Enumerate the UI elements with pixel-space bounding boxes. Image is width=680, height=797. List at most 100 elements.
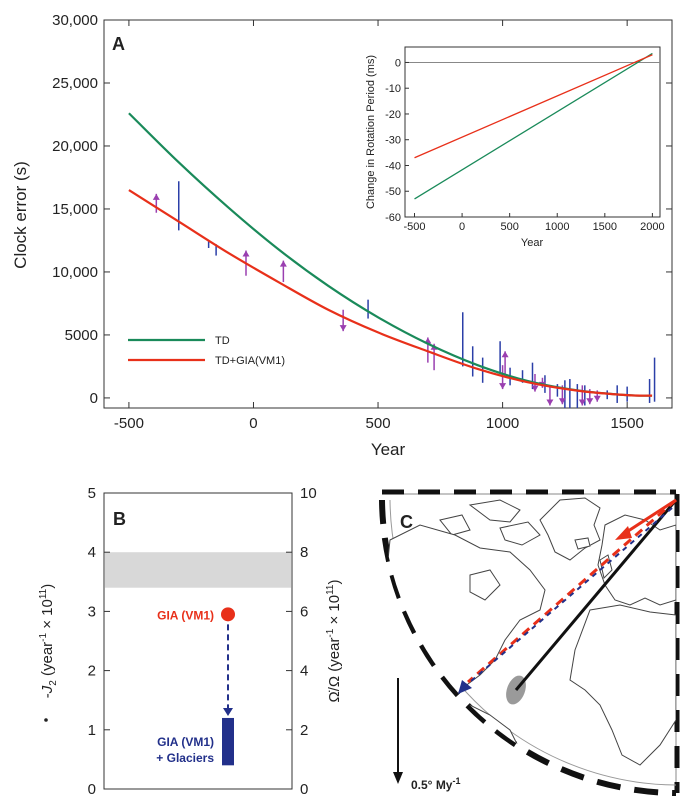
panel-b-ylabel-right: Ω̇/Ω (year-1 × 1011) bbox=[325, 579, 343, 702]
y-tick-label: 5000 bbox=[65, 327, 98, 344]
gia-glaciers-bar bbox=[222, 717, 234, 766]
inset-y-tick-label: 0 bbox=[395, 57, 401, 69]
africa bbox=[569, 604, 676, 766]
red-dashed-vector bbox=[467, 498, 677, 684]
inset-gia-line bbox=[414, 54, 653, 159]
b-ylabel-left-text: -J2 (year-1 × 1011) bbox=[38, 584, 59, 698]
red-vector-head bbox=[615, 526, 632, 540]
panel-a-arrows bbox=[152, 193, 601, 406]
y-tick-label: 0 bbox=[90, 390, 98, 407]
hudson-bay bbox=[469, 569, 501, 601]
scale-label: 0.5° My-1 bbox=[411, 776, 461, 792]
x-tick-label: 500 bbox=[366, 415, 391, 432]
y-tick-label: 10,000 bbox=[52, 264, 98, 281]
b-y-tick-right-label: 2 bbox=[300, 722, 308, 739]
scale-bar-head bbox=[393, 772, 403, 784]
legend-label: TD bbox=[215, 335, 230, 347]
red-vector bbox=[621, 498, 677, 537]
map-border-arc bbox=[379, 499, 677, 796]
inset-td-line bbox=[414, 52, 653, 200]
iceland bbox=[574, 537, 591, 550]
inset-xlabel: Year bbox=[521, 237, 544, 249]
panel-a-letter: A bbox=[112, 34, 125, 54]
y-tick-label: 25,000 bbox=[52, 75, 98, 92]
y-tick-label: 20,000 bbox=[52, 138, 98, 155]
panel-b-letter: B bbox=[113, 509, 126, 529]
b-y-tick-label: 1 bbox=[88, 722, 96, 739]
b-y-tick-label: 3 bbox=[88, 603, 96, 620]
j-dot bbox=[44, 718, 48, 722]
inset-x-tick-label: 0 bbox=[459, 221, 465, 233]
b-y-tick-label: 5 bbox=[88, 485, 96, 502]
limit-arrow-head bbox=[501, 351, 509, 358]
td-gia-line bbox=[128, 189, 653, 397]
limit-arrow-head bbox=[586, 398, 594, 405]
inset-x-tick-label: -500 bbox=[403, 221, 425, 233]
b-y-tick-right-label: 8 bbox=[300, 544, 308, 561]
panel-b: B 0 1 2 3 4 5 0 2 4 6 8 10 GIA (VM1) GIA (VM1) + Glac… bbox=[38, 485, 343, 797]
panel-a-ylabel: Clock error (s) bbox=[11, 161, 30, 269]
south-america bbox=[454, 704, 521, 793]
limit-arrow-head bbox=[578, 399, 586, 406]
limit-arrow-head bbox=[531, 385, 539, 392]
x-tick-label: 1000 bbox=[486, 415, 519, 432]
blue-dashed-vector-head bbox=[458, 680, 472, 694]
inset-lines bbox=[414, 52, 653, 200]
limit-arrow-head bbox=[546, 399, 554, 406]
limit-arrow-head bbox=[242, 250, 250, 257]
x-tick-label: -500 bbox=[114, 415, 144, 432]
inset: -500 0 500 1000 1500 2000-60-50-40-30-20-100 … bbox=[365, 46, 665, 249]
limit-arrow-head bbox=[558, 398, 566, 405]
panel-a-axes: -500 0 500 1000 15000500010,00015,00020,0002… bbox=[52, 12, 672, 432]
inset-x-tick-label: 500 bbox=[500, 221, 518, 233]
gia-point-label: GIA (VM1) bbox=[157, 608, 214, 622]
b-y-tick-right-label: 0 bbox=[300, 781, 308, 797]
panel-a-frame bbox=[103, 19, 673, 409]
panel-a-lines bbox=[128, 112, 653, 397]
panel-a-legend: TD TD+GIA(VM1) bbox=[128, 335, 285, 367]
limit-arrow-head bbox=[279, 260, 287, 267]
inset-y-tick-label: -30 bbox=[385, 135, 401, 147]
panel-b-axes: 0 1 2 3 4 5 0 2 4 6 8 10 bbox=[88, 485, 317, 797]
limit-arrow-head bbox=[499, 383, 507, 390]
observed-band bbox=[105, 552, 291, 588]
inset-y-tick-label: -10 bbox=[385, 83, 401, 95]
panel-b-frame bbox=[103, 492, 293, 790]
legend-label: TD+GIA(VM1) bbox=[215, 355, 285, 367]
y-tick-label: 15,000 bbox=[52, 201, 98, 218]
inset-y-tick-label: -40 bbox=[385, 160, 401, 172]
black-vector bbox=[514, 499, 678, 691]
b-y-tick-label: 0 bbox=[88, 781, 96, 797]
b-y-tick-right-label: 10 bbox=[300, 485, 317, 502]
limit-arrow-head bbox=[593, 395, 601, 402]
gia-glaciers-label-2: + Glaciers bbox=[156, 751, 214, 765]
b-y-tick-right-label: 6 bbox=[300, 603, 308, 620]
british-isles bbox=[599, 554, 613, 579]
gia-glaciers-label: GIA (VM1) bbox=[157, 735, 214, 749]
inset-y-tick-label: -50 bbox=[385, 186, 401, 198]
panel-a: A Clock error (s) Year -500 0 500 1000 15000… bbox=[11, 12, 673, 459]
limit-arrow-head bbox=[339, 325, 347, 332]
inset-x-tick-label: 1500 bbox=[593, 221, 617, 233]
b-y-tick-label: 4 bbox=[88, 544, 96, 561]
transition-arrow-head bbox=[223, 707, 233, 716]
x-tick-label: 0 bbox=[249, 415, 257, 432]
inset-y-tick-label: -60 bbox=[385, 212, 401, 224]
inset-y-tick-label: -20 bbox=[385, 109, 401, 121]
b-ylabel-right-text: Ω̇/Ω (year-1 × 1011) bbox=[325, 579, 343, 702]
panel-c: C 0.5° My-1 bbox=[379, 489, 680, 796]
inset-x-tick-label: 1000 bbox=[545, 221, 569, 233]
inset-axes: -500 0 500 1000 1500 2000 -60 -50 -40 -30 -20 -10 0 bbox=[385, 57, 665, 233]
arctic-islands bbox=[439, 499, 541, 546]
inset-x-tick-label: 2000 bbox=[640, 221, 664, 233]
limit-arrow-head bbox=[152, 193, 160, 200]
panel-b-content: GIA (VM1) GIA (VM1) + Glaciers bbox=[156, 607, 235, 766]
greenland-landmass bbox=[539, 497, 601, 561]
b-y-tick-right-label: 4 bbox=[300, 663, 308, 680]
y-tick-label: 30,000 bbox=[52, 12, 98, 29]
inset-ylabel: Change in Rotation Period (ms) bbox=[365, 55, 377, 209]
panel-c-letter: C bbox=[400, 512, 413, 532]
panel-a-xlabel: Year bbox=[371, 440, 406, 459]
gia-point bbox=[221, 607, 235, 622]
